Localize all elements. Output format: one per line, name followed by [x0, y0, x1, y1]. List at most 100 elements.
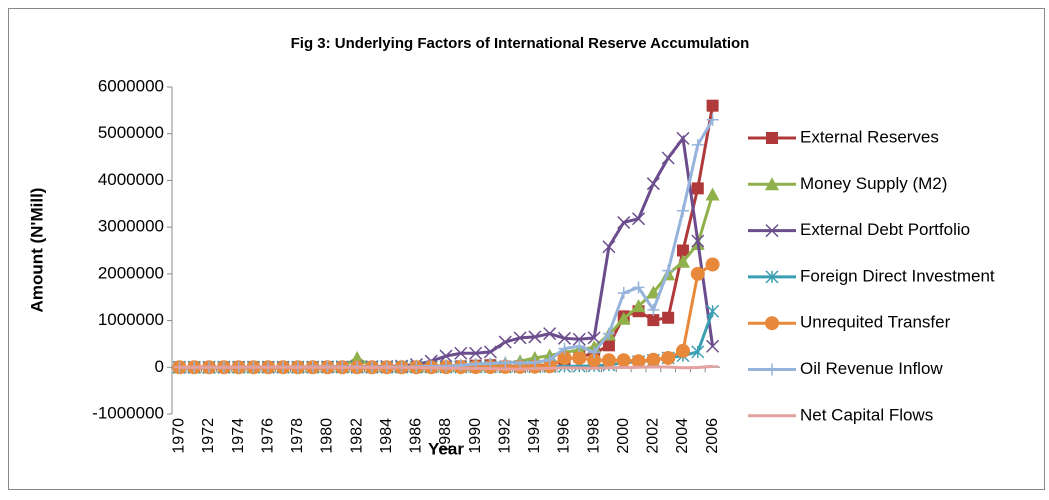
- x-tick-label: 1976: [259, 418, 276, 454]
- x-tick-label: 1972: [200, 418, 217, 454]
- data-point: [706, 113, 719, 126]
- data-point: [440, 360, 452, 373]
- legend-marker: [765, 316, 779, 331]
- y-axis-label: Amount (N'Mill): [27, 188, 46, 313]
- data-point: [706, 99, 719, 112]
- data-point: [454, 346, 468, 360]
- x-tick-label: 1992: [496, 418, 513, 454]
- data-point: [499, 356, 512, 369]
- y-tick-label: 1000000: [98, 310, 164, 329]
- data-point: [661, 151, 675, 165]
- data-point: [483, 345, 497, 359]
- x-tick-label: 1982: [348, 418, 365, 454]
- data-point: [662, 264, 675, 277]
- legend-marker: [766, 132, 778, 144]
- data-point: [498, 335, 512, 349]
- x-tick-label: 1978: [289, 418, 306, 454]
- data-point: [647, 303, 660, 316]
- y-tick-label: 2000000: [98, 263, 164, 282]
- data-point: [573, 340, 586, 353]
- data-point: [602, 327, 615, 340]
- x-tick-label: 1980: [319, 418, 336, 454]
- x-tick-label: 1974: [230, 418, 247, 454]
- x-axis-label: Year: [428, 439, 464, 458]
- data-point: [558, 342, 571, 355]
- data-point: [676, 244, 689, 257]
- data-point: [691, 182, 704, 195]
- data-point: [602, 339, 615, 352]
- legend-label: Money Supply (M2): [800, 174, 947, 193]
- data-point: [543, 327, 557, 341]
- data-point: [542, 359, 557, 374]
- x-tick-label: 1984: [378, 418, 395, 454]
- data-point: [631, 354, 646, 369]
- data-point: [587, 331, 601, 345]
- data-point: [676, 204, 689, 217]
- legend-label: Unrequited Transfer: [800, 313, 951, 332]
- x-tick-label: 2002: [645, 418, 662, 454]
- data-point: [646, 352, 661, 367]
- data-point: [350, 350, 365, 364]
- data-point: [646, 177, 660, 191]
- legend-label: Oil Revenue Inflow: [800, 359, 943, 378]
- data-point: [661, 350, 676, 365]
- data-point: [557, 331, 572, 345]
- data-point: [705, 187, 720, 201]
- data-point: [617, 287, 630, 300]
- legend-label: Net Capital Flows: [800, 405, 933, 424]
- x-tick-label: 1998: [585, 418, 602, 454]
- data-point: [705, 257, 720, 272]
- chart-title: Fig 3: Underlying Factors of Internation…: [291, 35, 750, 52]
- data-point: [647, 314, 660, 327]
- data-point: [616, 311, 631, 325]
- chart-border: [8, 8, 1045, 490]
- data-point: [543, 353, 556, 366]
- data-point: [690, 266, 705, 281]
- data-point: [602, 240, 616, 254]
- legend-marker: [765, 177, 779, 191]
- data-point: [587, 353, 602, 368]
- data-point: [631, 299, 646, 313]
- data-point: [528, 356, 541, 369]
- data-point: [691, 345, 705, 359]
- x-tick-label: 1996: [556, 418, 573, 454]
- data-point: [632, 212, 646, 226]
- data-point: [632, 281, 645, 294]
- data-point: [616, 353, 631, 368]
- y-tick-label: 4000000: [98, 170, 164, 189]
- x-tick-label: 2004: [674, 418, 691, 454]
- data-point: [706, 304, 720, 318]
- legend-marker: [766, 363, 778, 376]
- data-point: [514, 357, 527, 370]
- x-tick-label: 1986: [408, 418, 425, 454]
- data-point: [691, 234, 705, 248]
- data-point: [469, 346, 483, 360]
- data-point: [601, 353, 616, 368]
- data-point: [706, 339, 720, 353]
- data-point: [513, 331, 527, 345]
- x-tick-label: 1990: [467, 418, 484, 454]
- data-point: [676, 131, 690, 145]
- x-tick-label: 1994: [526, 418, 543, 454]
- data-point: [691, 138, 704, 151]
- data-point: [572, 350, 587, 365]
- data-point: [646, 285, 661, 299]
- y-tick-label: -1000000: [92, 403, 164, 422]
- data-point: [557, 350, 572, 365]
- data-point: [439, 349, 453, 363]
- y-tick-label: 6000000: [98, 76, 164, 95]
- x-tick-label: 1988: [437, 418, 454, 454]
- x-tick-label: 2006: [704, 418, 721, 454]
- legend-label: External Reserves: [800, 127, 939, 146]
- x-tick-label: 2000: [615, 418, 632, 454]
- data-point: [662, 311, 675, 324]
- data-point: [617, 215, 631, 230]
- legend-marker: [765, 224, 779, 238]
- data-point: [588, 346, 601, 359]
- legend-label: External Debt Portfolio: [800, 220, 970, 239]
- legend-label: Foreign Direct Investment: [800, 266, 995, 285]
- data-point: [675, 343, 690, 358]
- data-point: [572, 332, 586, 346]
- legend-marker: [765, 270, 779, 284]
